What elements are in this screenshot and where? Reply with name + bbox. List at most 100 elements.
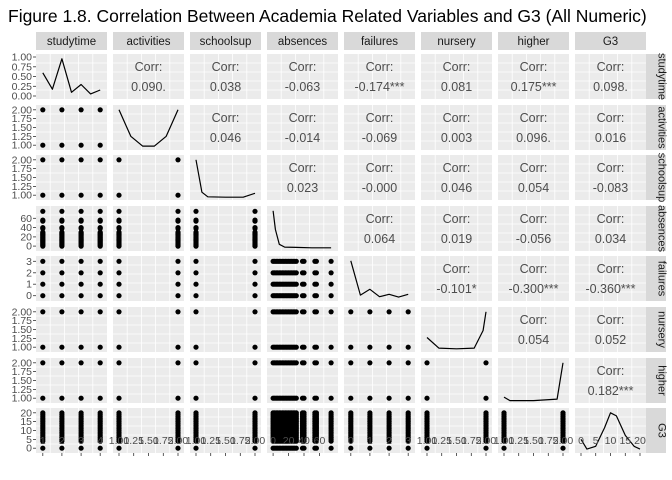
panel-content-absences-failures: Corr: 0.064 bbox=[344, 206, 415, 251]
scatter-point bbox=[40, 395, 46, 401]
panel-content-nursery-higher: Corr: 0.054 bbox=[498, 307, 569, 352]
x-tick-label-studytime: 1 bbox=[40, 435, 46, 447]
density-curve-failures bbox=[350, 260, 409, 298]
scatter-point bbox=[328, 281, 334, 287]
panel-activities-higher bbox=[498, 105, 569, 150]
y-tick-label-nursery: 1.50 bbox=[12, 324, 33, 336]
strip-right-label-nursery: nursery bbox=[656, 311, 668, 348]
panel-absences-studytime bbox=[36, 206, 107, 251]
scatter-point bbox=[367, 395, 373, 401]
y-tick-label-schoolsup: 1.00 bbox=[12, 190, 33, 202]
corr-value-activities-G3: 0.016 bbox=[595, 131, 626, 145]
y-tick-label-absences: 40 bbox=[20, 222, 32, 234]
y-tick-label-activities: 1.75 bbox=[12, 113, 33, 125]
scatter-point bbox=[116, 258, 122, 264]
corr-label: Corr: bbox=[443, 262, 471, 276]
scatter-point bbox=[175, 281, 181, 287]
panel-studytime-absences bbox=[267, 54, 338, 99]
scatter-point bbox=[252, 309, 258, 315]
scatter-point bbox=[175, 395, 181, 401]
scatter-point bbox=[40, 410, 46, 416]
scatter-point bbox=[293, 293, 299, 299]
scatter-point bbox=[175, 410, 181, 416]
panel-nursery-activities bbox=[113, 307, 184, 352]
scatter-point bbox=[252, 217, 258, 223]
panel-content-activities-studytime bbox=[36, 105, 107, 150]
strip-top-label-failures: failures bbox=[361, 36, 398, 48]
panel-failures-higher bbox=[498, 256, 569, 301]
corr-label: Corr: bbox=[597, 262, 625, 276]
y-tick-label-absences: 60 bbox=[20, 213, 32, 225]
panel-content-studytime-studytime bbox=[36, 54, 107, 99]
scatter-point bbox=[175, 309, 181, 315]
strip-right-label-failures: failures bbox=[656, 261, 668, 297]
scatter-point bbox=[405, 360, 411, 366]
scatter-point bbox=[560, 410, 566, 416]
y-tick-label-failures: 3 bbox=[26, 256, 32, 268]
panel-content-failures-schoolsup bbox=[190, 256, 261, 301]
x-tick-label-higher: 1.00 bbox=[494, 435, 515, 447]
scatter-point bbox=[328, 293, 334, 299]
y-tick-label-absences: 20 bbox=[20, 231, 32, 243]
panel-nursery-schoolsup bbox=[190, 307, 261, 352]
scatter-point bbox=[560, 445, 566, 451]
scatter-point bbox=[40, 229, 46, 235]
y-tick-label-activities: 1.50 bbox=[12, 122, 33, 134]
corr-value-studytime-schoolsup: 0.038 bbox=[210, 80, 241, 94]
x-tick-label-nursery: 1.25 bbox=[431, 435, 452, 447]
scatter-point bbox=[293, 410, 299, 416]
corr-value-studytime-absences: -0.063 bbox=[285, 80, 320, 94]
scatter-point bbox=[40, 293, 46, 299]
panel-content-studytime-nursery: Corr: 0.081 bbox=[421, 54, 492, 99]
scatter-point bbox=[301, 258, 307, 264]
density-curve-schoolsup bbox=[195, 159, 256, 198]
scatter-point bbox=[483, 410, 489, 416]
scatter-point bbox=[386, 395, 392, 401]
panel-content-schoolsup-G3: Corr: -0.083 bbox=[575, 155, 646, 200]
scatter-point bbox=[78, 281, 84, 287]
panel-content-activities-failures: Corr: -0.069 bbox=[344, 105, 415, 150]
y-tick-label-activities: 2.00 bbox=[12, 104, 33, 116]
scatter-point bbox=[328, 270, 334, 276]
strip-top-G3 bbox=[575, 32, 646, 50]
scatter-point bbox=[367, 360, 373, 366]
scatter-point bbox=[59, 157, 65, 163]
corr-label: Corr: bbox=[443, 111, 471, 125]
panel-schoolsup-higher bbox=[498, 155, 569, 200]
panel-higher-nursery bbox=[421, 358, 492, 403]
scatter-point bbox=[97, 142, 103, 148]
x-tick-label-G3: 15 bbox=[619, 435, 631, 447]
scatter-point bbox=[193, 281, 199, 287]
panel-absences-G3 bbox=[575, 206, 646, 251]
scatter-point bbox=[328, 360, 334, 366]
scatter-point bbox=[40, 192, 46, 198]
strip-top-absences bbox=[267, 32, 338, 50]
scatter-point bbox=[328, 258, 334, 264]
corr-label: Corr: bbox=[212, 111, 240, 125]
strip-right-label-schoolsup: schoolsup bbox=[656, 153, 668, 203]
density-curve-absences bbox=[272, 210, 332, 249]
panel-nursery-higher bbox=[498, 307, 569, 352]
y-tick-label-nursery: 2.00 bbox=[12, 306, 33, 318]
scatter-point bbox=[97, 344, 103, 350]
strip-right-absences bbox=[643, 206, 666, 251]
y-tick-label-studytime: 0.00 bbox=[12, 91, 33, 103]
scatter-point bbox=[367, 445, 373, 451]
scatter-point bbox=[59, 293, 65, 299]
corr-label: Corr: bbox=[597, 212, 625, 226]
scatter-point bbox=[59, 281, 65, 287]
scatter-point bbox=[252, 229, 258, 235]
corr-label: Corr: bbox=[443, 212, 471, 226]
corr-label: Corr: bbox=[597, 313, 625, 327]
scatter-point bbox=[97, 410, 103, 416]
scatter-point bbox=[386, 445, 392, 451]
panel-nursery-nursery bbox=[421, 307, 492, 352]
panel-content-G3-activities bbox=[113, 408, 184, 453]
strip-top-label-absences: absences bbox=[278, 36, 327, 48]
scatter-point bbox=[97, 395, 103, 401]
corr-value-failures-G3: -0.360*** bbox=[585, 282, 635, 296]
panel-content-nursery-nursery bbox=[421, 307, 492, 352]
panel-content-activities-schoolsup: Corr: 0.046 bbox=[190, 105, 261, 150]
panel-absences-nursery bbox=[421, 206, 492, 251]
